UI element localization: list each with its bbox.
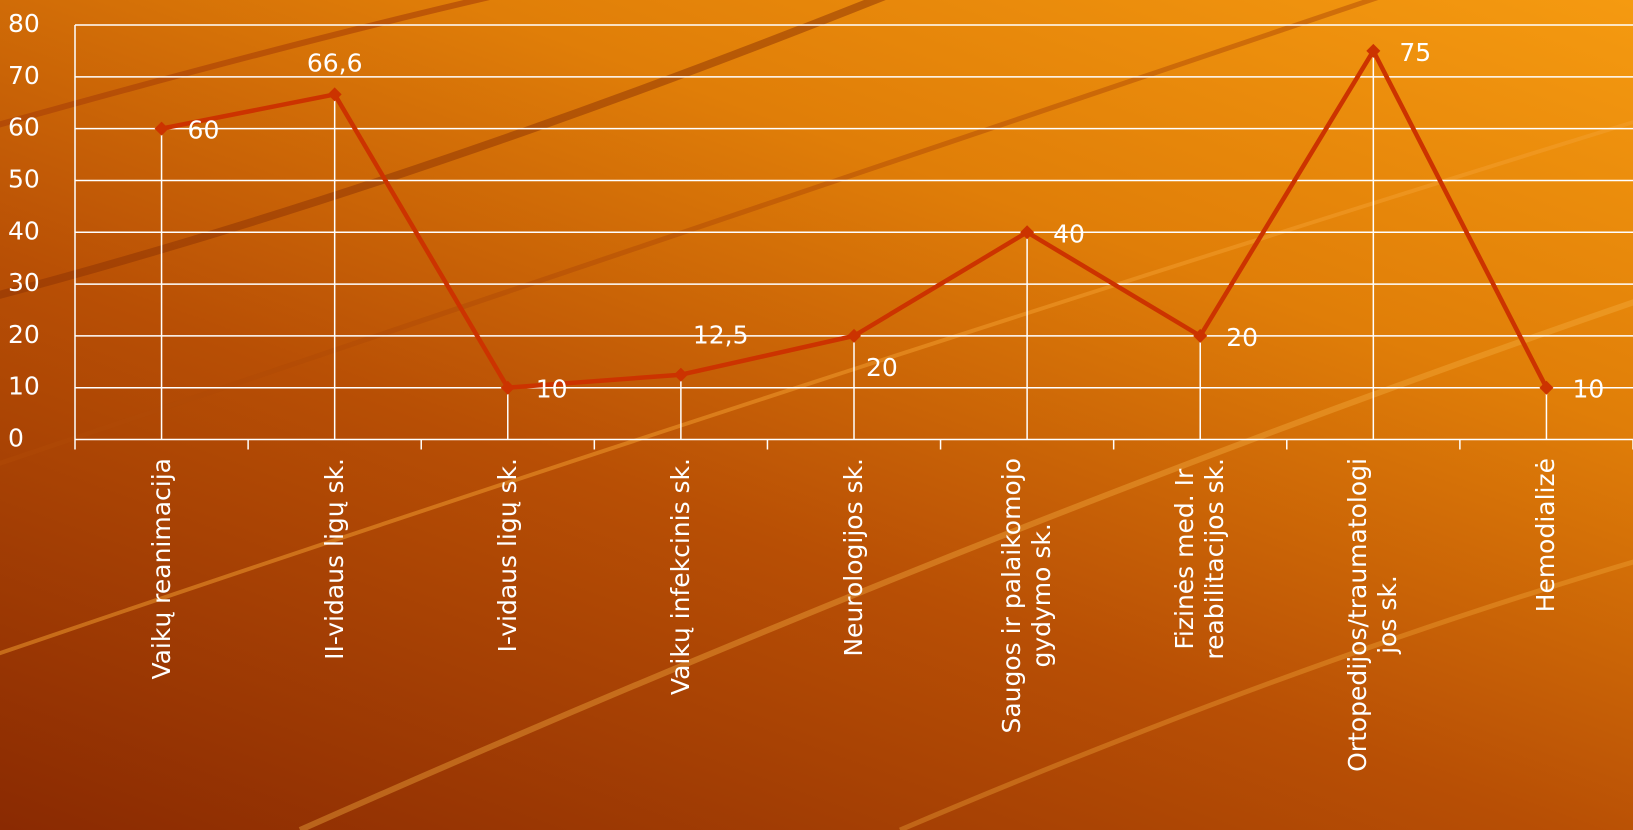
x-tick-label: Fizinės med. Ir reabilitacijos sk.: [1170, 457, 1230, 660]
marker: [154, 121, 169, 136]
y-tick-label: 10: [8, 372, 40, 401]
data-label: 20: [1226, 323, 1258, 352]
y-tick-label: 0: [8, 424, 24, 453]
x-tick-label: Saugos ir palaikomojo gydymo sk.: [997, 457, 1057, 734]
data-label: 20: [866, 353, 898, 382]
marker: [673, 367, 688, 382]
x-tick-label: II-vidaus ligų sk.: [319, 457, 349, 660]
marker: [327, 87, 342, 102]
marker: [500, 380, 515, 395]
y-tick-label: 40: [8, 216, 40, 245]
x-tick-label: Vaikų reanimacija: [146, 457, 176, 680]
data-label: 75: [1399, 38, 1431, 67]
y-tick-label: 70: [8, 61, 40, 90]
x-tick-label: Ortopedijos/traumatologi jos sk.: [1343, 457, 1403, 772]
data-label: 66,6: [307, 48, 363, 77]
data-label: 10: [1572, 375, 1604, 404]
y-tick-label: 20: [8, 320, 40, 349]
marker: [1020, 225, 1035, 240]
y-tick-label: 60: [8, 113, 40, 142]
y-tick-label: 50: [8, 164, 40, 193]
x-tick-label: Hemodializė: [1531, 457, 1561, 612]
marker: [1539, 380, 1554, 395]
x-tick-label: Neurologijos sk.: [839, 457, 868, 657]
data-label: 12,5: [693, 321, 749, 350]
y-tick-label: 30: [8, 268, 40, 297]
data-label: 40: [1053, 219, 1085, 248]
y-tick-label: 80: [8, 9, 40, 38]
x-tick-label: Vaikų infekcinis sk.: [665, 457, 695, 695]
marker: [1193, 328, 1208, 343]
marker: [847, 328, 861, 343]
data-label: 10: [536, 375, 568, 404]
data-label: 60: [188, 116, 220, 145]
x-tick-label: I-vidaus ligų sk.: [492, 457, 522, 652]
marker: [1366, 43, 1381, 58]
